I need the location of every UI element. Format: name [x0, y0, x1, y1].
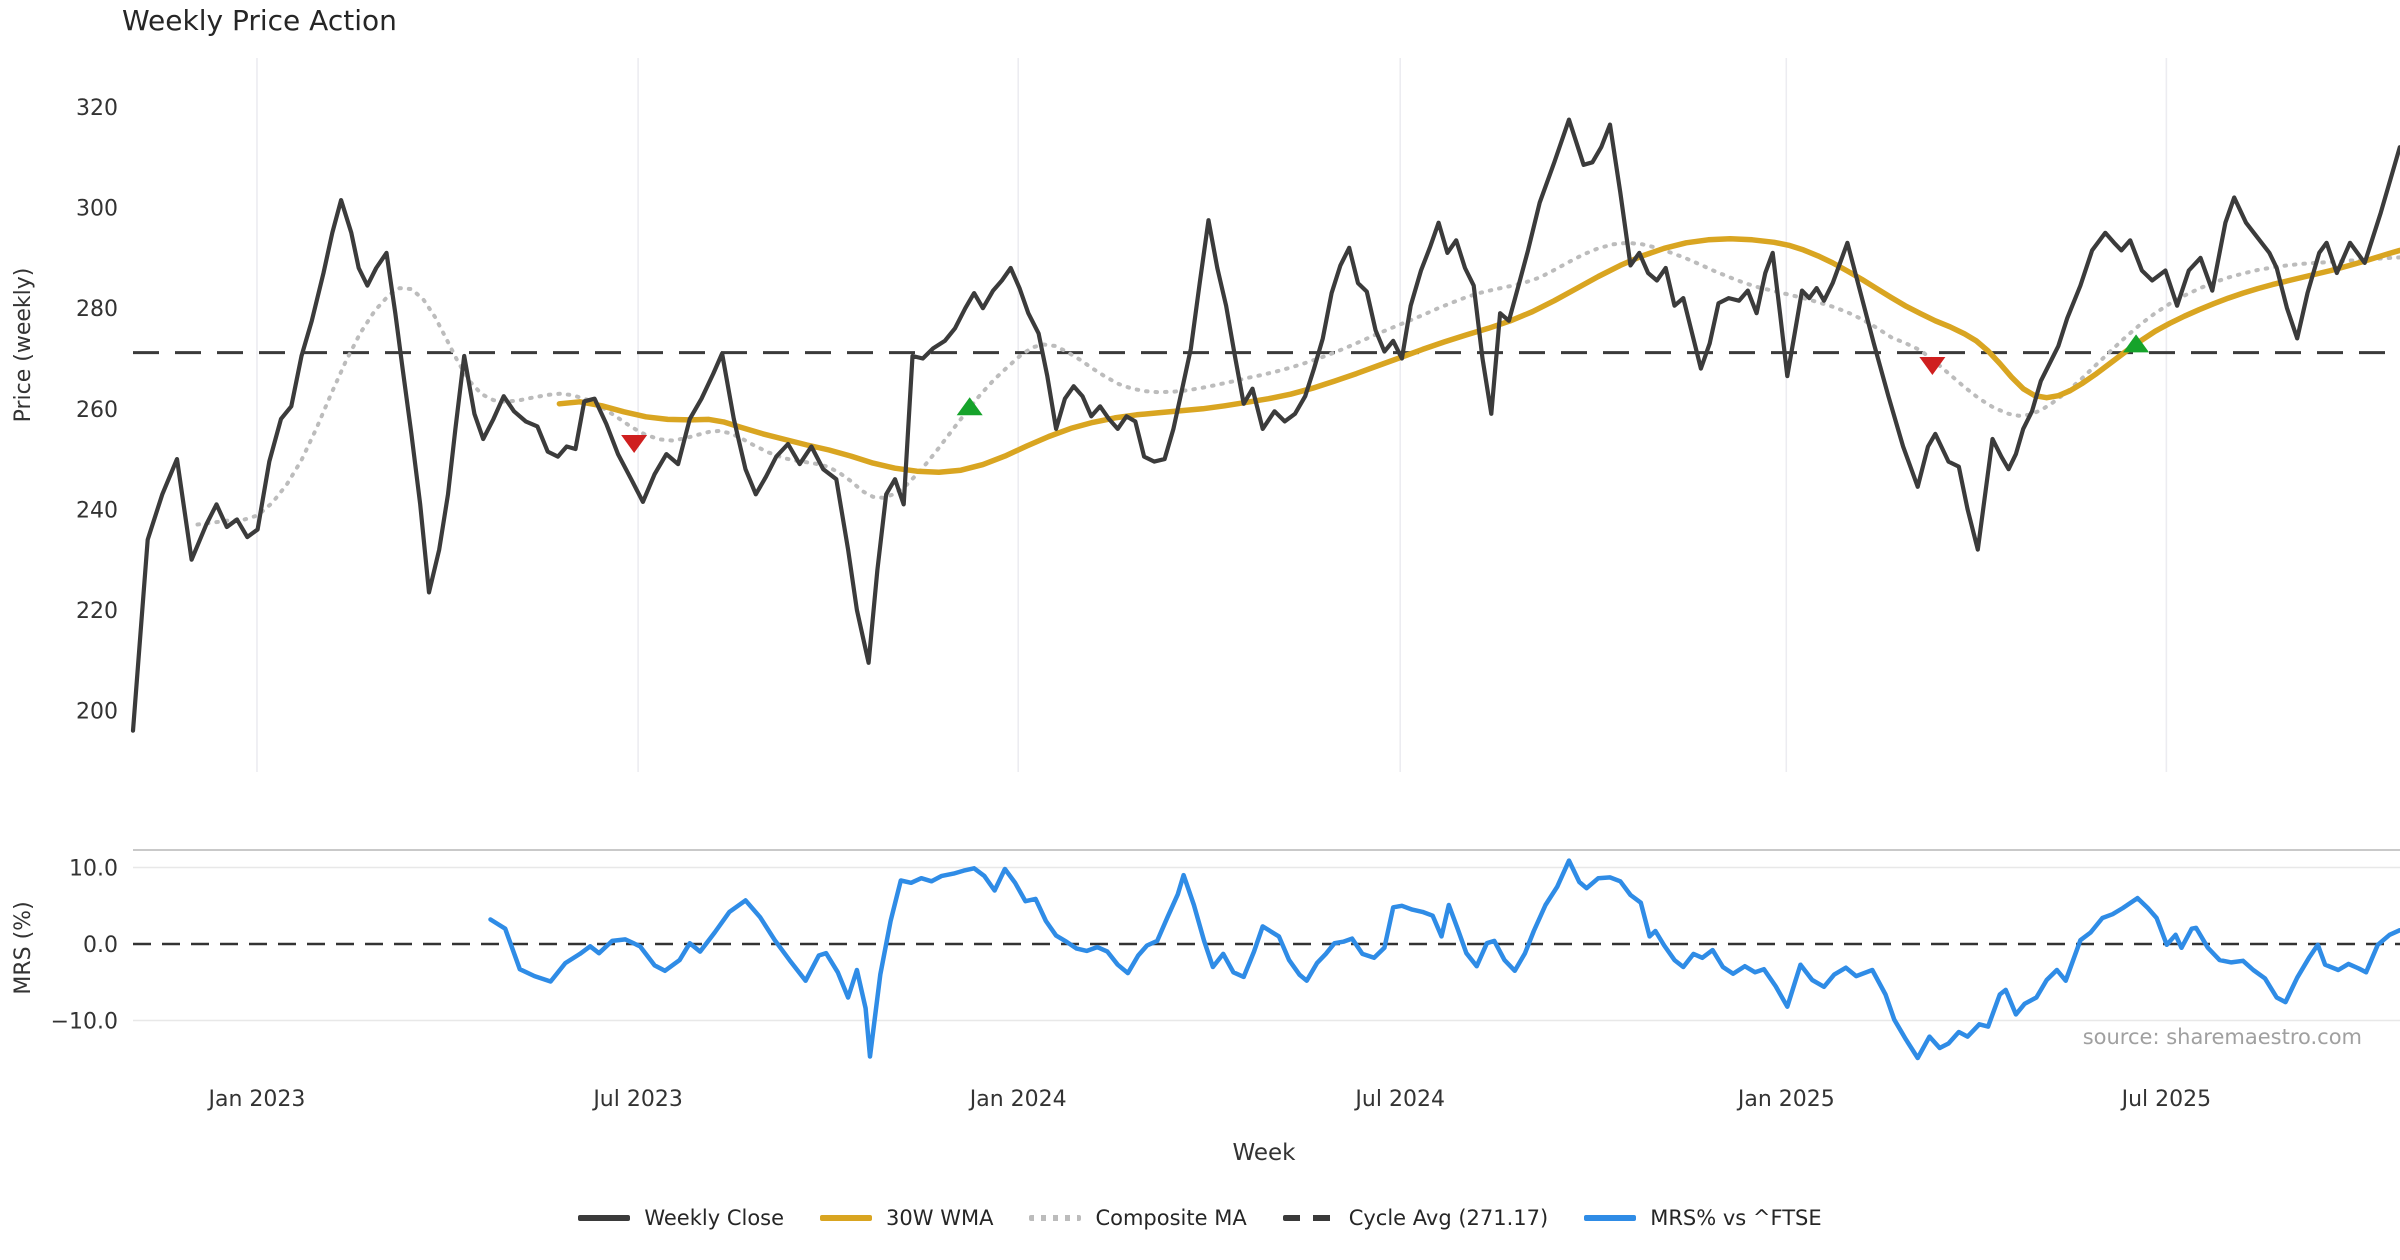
price-tick-220: 220: [76, 599, 118, 624]
legend-item-mrs-vs-ftse: MRS% vs ^FTSE: [1584, 1206, 1822, 1230]
price-tick-320: 320: [76, 96, 118, 121]
legend-item-30w-wma: 30W WMA: [820, 1206, 993, 1230]
mrs-tick-0: 0.0: [83, 933, 118, 958]
chart-legend: Weekly Close 30W WMA Composite MA Cycle Avg…: [0, 1206, 2400, 1230]
x-tick-jul-2025: Jul 2025: [2120, 1087, 2212, 1112]
wma-30w-line: [556, 236, 2400, 475]
legend-item-cycle-avg-271-17-: Cycle Avg (271.17): [1282, 1206, 1549, 1230]
source-note: source: sharemaestro.com: [2083, 1025, 2362, 1049]
vertical-gridlines: [256, 58, 2168, 772]
legend-label: Weekly Close: [644, 1206, 785, 1230]
legend-label: 30W WMA: [886, 1206, 994, 1230]
price-tick-260: 260: [76, 398, 118, 423]
legend-item-weekly-close: Weekly Close: [578, 1206, 784, 1230]
x-tick-jul-2024: Jul 2024: [1353, 1087, 1445, 1112]
x-tick-jan-2023: Jan 2023: [207, 1087, 306, 1112]
price-axis-label: Price (weekly): [11, 268, 36, 423]
price-tick-200: 200: [76, 700, 118, 725]
legend-swatch-solid: [1584, 1215, 1637, 1221]
legend-swatch-solid: [578, 1215, 631, 1221]
sell-signal-marker-2: [1919, 357, 1946, 376]
weekly-close-line: [130, 117, 2400, 733]
chart-title: Weekly Price Action: [122, 4, 397, 37]
legend-label: Cycle Avg (271.17): [1348, 1206, 1549, 1230]
legend-swatch-dashed: [1282, 1215, 1335, 1221]
mrs-line: [488, 858, 2400, 1061]
price-tick-240: 240: [76, 498, 118, 523]
signal-markers: [621, 334, 2150, 454]
mrs-axis-label: MRS (%): [11, 901, 36, 994]
x-tick-jul-2023: Jul 2023: [591, 1087, 683, 1112]
legend-label: Composite MA: [1095, 1206, 1247, 1230]
buy-signal-marker-2: [2123, 334, 2150, 353]
x-tick-jan-2025: Jan 2025: [1736, 1087, 1835, 1112]
buy-signal-marker-1: [956, 397, 983, 416]
price-tick-300: 300: [76, 197, 118, 222]
composite-ma-line: [195, 240, 2400, 527]
mrs-axis-ticks: 10.0 0.0 −10.0: [51, 857, 118, 1035]
legend-swatch-solid: [820, 1215, 873, 1221]
legend-label: MRS% vs ^FTSE: [1650, 1206, 1822, 1230]
legend-swatch-dotted: [1029, 1215, 1082, 1221]
price-tick-280: 280: [76, 297, 118, 322]
sell-signal-marker-1: [621, 435, 648, 454]
x-axis-ticks: Jan 2023 Jul 2023 Jan 2024 Jul 2024 Jan 2025…: [207, 1087, 2212, 1112]
mrs-tick--10: −10.0: [51, 1010, 118, 1035]
x-tick-jan-2024: Jan 2024: [968, 1087, 1067, 1112]
mrs-tick-10: 10.0: [69, 857, 118, 882]
legend-item-composite-ma: Composite MA: [1029, 1206, 1247, 1230]
price-axis-ticks: 320 300 280 260 240 220 200: [76, 96, 118, 725]
x-axis-label: Week: [1232, 1140, 1296, 1166]
